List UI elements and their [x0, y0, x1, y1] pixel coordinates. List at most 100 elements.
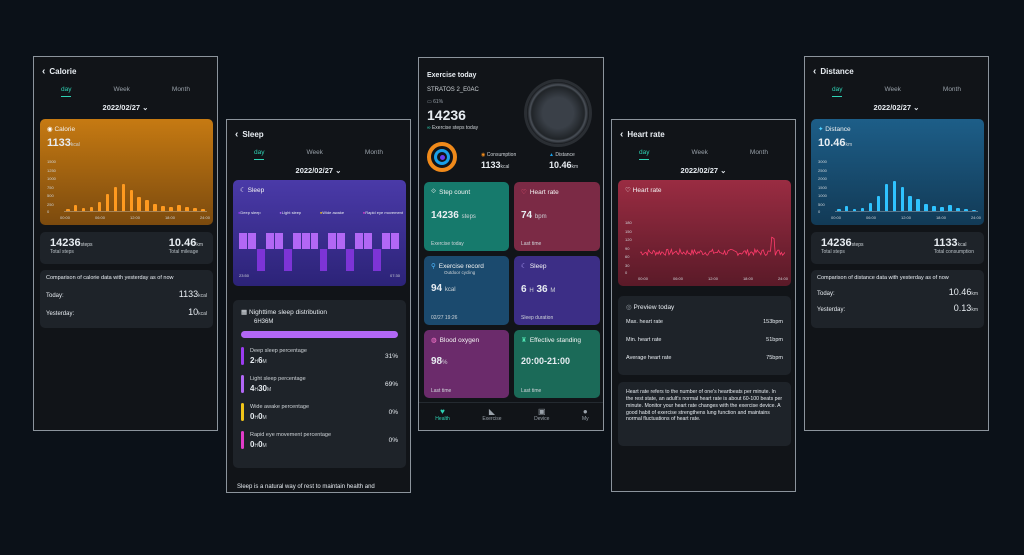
steps-unit: steps [851, 242, 864, 248]
total-steps: 14236steps Total steps [821, 237, 864, 259]
dist-total: 6H36M [254, 319, 274, 325]
heart-icon: ♥ [440, 407, 445, 416]
bottom-nav: ♥ Health ◣ Exercise ▣ Device ● My [419, 402, 603, 430]
tab-month[interactable]: Month [942, 86, 961, 93]
y-tick: 0 [47, 209, 50, 214]
tab-day[interactable]: day [831, 86, 843, 97]
chart-bar [137, 197, 142, 211]
chart-bar [940, 207, 944, 211]
today-value: 1133 [178, 289, 199, 299]
x-tick: 06:00 [672, 276, 683, 281]
chart-bar [121, 183, 126, 211]
date-selector[interactable]: 2022/02/27 ⌄ [805, 103, 988, 112]
tile-heart-rate[interactable]: ♡ Heart rate 74 bpm Last time [514, 182, 600, 251]
legend-light-text: Light sleep [281, 210, 302, 215]
yesterday-label: Yesterday: [46, 311, 75, 317]
chart-bar [145, 200, 149, 211]
tab-month[interactable]: Month [749, 149, 768, 156]
heart-rate-series-line [640, 236, 785, 257]
tile-blood-oxygen[interactable]: ◍ Blood oxygen 98% Last time [424, 330, 509, 398]
tab-month[interactable]: Month [171, 86, 190, 93]
nav-my[interactable]: ● My [582, 407, 589, 430]
chevron-down-icon: ⌄ [913, 103, 920, 112]
tile-value: 6 [521, 284, 527, 295]
tile-subtitle: Outdoor cycling [444, 270, 476, 275]
tab-day[interactable]: day [638, 149, 650, 160]
period-tabs: day Week Month [227, 149, 410, 160]
date-text: 2022/02/27 [680, 166, 719, 175]
tile-exercise-record[interactable]: ⚲ Exercise record Outdoor cycling 94 kcal… [424, 256, 509, 325]
yesterday-row: Yesterday: 0.13km [817, 303, 978, 313]
chart-bar [73, 205, 78, 211]
date-selector[interactable]: 2022/02/27 ⌄ [34, 103, 217, 112]
back-icon[interactable]: ‹ [42, 66, 46, 77]
back-icon[interactable]: ‹ [235, 129, 239, 140]
steps-value: 14236 [821, 237, 852, 249]
yesterday-label: Yesterday: [817, 307, 846, 313]
watch-icon: ▣ [537, 407, 546, 416]
chart-icon: ▦ [241, 309, 248, 316]
nav-exercise[interactable]: ◣ Exercise [482, 407, 501, 430]
sleep-item-m-unit: M [262, 414, 267, 421]
page-title: Distance [820, 67, 854, 76]
nav-device[interactable]: ▣ Device [534, 407, 549, 430]
tile-sleep[interactable]: ☾ Sleep 6 H 36 M Sleep duration [514, 256, 600, 325]
nav-health[interactable]: ♥ Health [435, 407, 450, 430]
sleep-item-h-unit: H [254, 358, 259, 365]
tab-week[interactable]: Week [113, 86, 130, 93]
back-icon[interactable]: ‹ [620, 129, 624, 140]
chart-bar [97, 202, 102, 211]
tab-month[interactable]: Month [364, 149, 383, 156]
sleep-stage-block [364, 233, 373, 249]
total-mileage: 10.46km Total mileage [169, 237, 203, 259]
sleep-item-minutes: 30 [258, 383, 267, 393]
calorie-header: ‹ Calorie [34, 57, 217, 77]
chart-bar [161, 206, 165, 211]
sleep-item-label: Wide awake percentage [250, 403, 310, 410]
back-icon[interactable]: ‹ [813, 66, 817, 77]
distance-unit: km [845, 142, 853, 148]
card-title-text: Calorie [54, 126, 76, 133]
sleep-item: Light sleep percentage 4H30M 69% [241, 374, 398, 394]
chart-bar [860, 207, 865, 211]
period-tabs: day Week Month [612, 149, 795, 160]
preview-card: ◎ Preview today Max. heart rate 153bpm Mi… [618, 296, 791, 375]
sleep-stage-block [292, 233, 301, 249]
tile-value-2: 36 [536, 284, 548, 295]
heart-chart-card: ♡ Heart rate 180 150 120 90 60 30 0 00:0… [618, 180, 791, 286]
chevron-down-icon: ⌄ [335, 166, 342, 175]
tile-value: 98 [431, 356, 443, 367]
date-text: 2022/02/27 [873, 103, 912, 112]
sleep-stage-block [319, 249, 328, 271]
legend-awake: ●Wide awake [319, 210, 345, 215]
heart-icon: ♡ [625, 187, 631, 194]
runner-icon: ✦ [818, 126, 824, 133]
card-title-text: Distance [825, 126, 851, 133]
steps-label-row: ∞ Exercise steps today [427, 125, 478, 131]
tab-week[interactable]: Week [691, 149, 708, 156]
consumption-label: Consumption [486, 152, 517, 158]
today-row: Today: 1133kcal [46, 289, 207, 299]
tab-day[interactable]: day [60, 86, 72, 97]
y-tick: 2500 [818, 168, 827, 173]
sleep-chart-card: ☾ Sleep ●Deep sleep ●Light sleep ●Wide a… [233, 180, 406, 286]
chart-bar [153, 204, 157, 211]
date-selector[interactable]: 2022/02/27 ⌄ [227, 166, 410, 175]
tile-value: 94 [431, 283, 443, 294]
tile-title: Effective standing [529, 336, 582, 344]
tab-week[interactable]: Week [884, 86, 901, 93]
sleep-stage-chart [239, 233, 400, 271]
tab-day[interactable]: day [253, 149, 265, 160]
x-tick: 18:00 [935, 215, 946, 220]
compare-title: Comparison of distance data with yesterd… [817, 275, 949, 281]
nav-label: Health [435, 416, 450, 422]
sleep-legend: ●Deep sleep ●Light sleep ●Wide awake ●Ra… [238, 210, 403, 215]
tile-step-count[interactable]: ⟐ Step count 14236 steps Exercise today [424, 182, 509, 251]
tile-title: Step count [439, 188, 471, 196]
tile-effective-standing[interactable]: ♜ Effective standing 20:00-21:00 Last tim… [514, 330, 600, 398]
calorie-y-axis: 1500 1250 1000 750 500 250 0 [47, 159, 61, 214]
tab-week[interactable]: Week [306, 149, 323, 156]
date-selector[interactable]: 2022/02/27 ⌄ [612, 166, 795, 175]
compare-title: Comparison of calorie data with yesterda… [46, 275, 174, 281]
total-consumption: 1133kcal Total consumption [934, 237, 974, 259]
